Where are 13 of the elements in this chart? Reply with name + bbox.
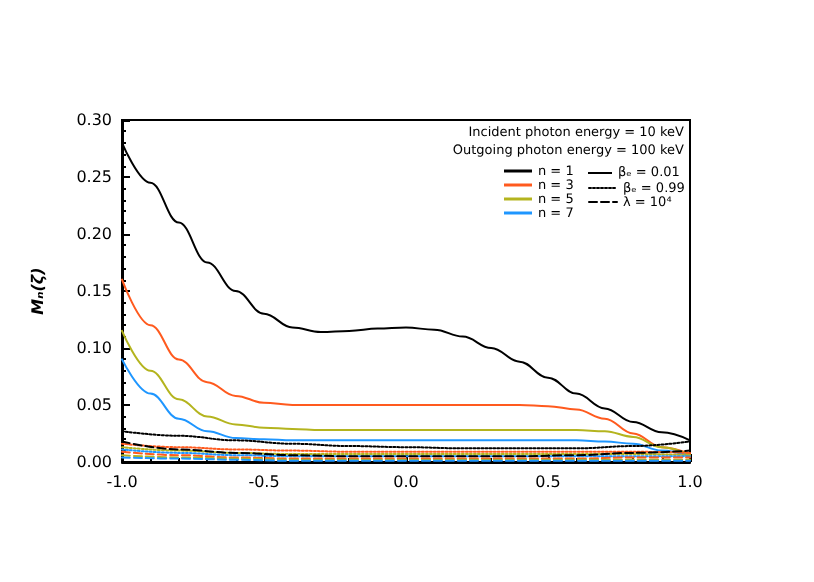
y-tick-label: 0.20 (76, 225, 112, 243)
y-tick-label: 0.10 (76, 339, 112, 357)
y-tick-label: 0.25 (76, 168, 112, 186)
y-tick-label: 0.15 (76, 282, 112, 300)
x-tick-label: -1.0 (106, 473, 138, 491)
x-tick-label: 1.0 (677, 473, 703, 491)
y-tick-label: 0.30 (76, 111, 112, 129)
x-tick-label: 0.5 (535, 473, 561, 491)
y-tick-label: 0.05 (76, 396, 112, 414)
x-tick-label: 0.0 (393, 473, 419, 491)
y-axis-title: Mₙ(ζ) (29, 267, 47, 315)
x-tick-label: -0.5 (248, 473, 280, 491)
y-tick-label: 0.00 (76, 453, 112, 471)
